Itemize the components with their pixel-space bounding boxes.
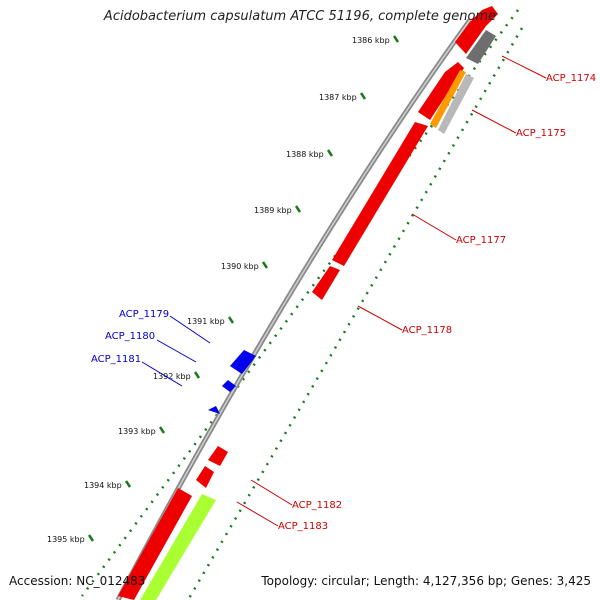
- gene-label-acp1179[interactable]: ACP_1179: [119, 309, 169, 320]
- tick-label: 1391 kbp: [187, 317, 225, 326]
- tick-label: 1386 kbp: [352, 36, 390, 45]
- tick-label: 1388 kbp: [286, 150, 324, 159]
- gene-block-acp1174-area: [418, 62, 464, 120]
- tick-mark: [294, 205, 302, 213]
- gray-feature-top: [466, 30, 496, 64]
- gene-label-acp1175[interactable]: ACP_1175: [516, 128, 566, 139]
- gene-label-acp1183[interactable]: ACP_1183: [278, 521, 328, 532]
- leader-acp1179: [169, 315, 211, 344]
- gene-block-acp1180: [222, 380, 236, 392]
- tick-mark: [124, 480, 132, 488]
- tick-label: 1387 kbp: [319, 93, 357, 102]
- gene-label-acp1182[interactable]: ACP_1182: [292, 500, 342, 511]
- gene-block-bottom: [118, 488, 192, 600]
- topology-label: Topology: circular; Length: 4,127,356 bp…: [261, 574, 591, 588]
- gene-block-top: [455, 6, 498, 54]
- leader-acp1180: [156, 339, 197, 363]
- gene-label-acp1177[interactable]: ACP_1177: [456, 235, 506, 246]
- tick-label: 1395 kbp: [47, 535, 85, 544]
- lime-feature: [140, 494, 216, 600]
- leader-acp1183: [236, 501, 279, 527]
- gene-label-acp1181[interactable]: ACP_1181: [91, 354, 141, 365]
- gene-block-acp1178: [312, 266, 340, 300]
- tick-mark: [359, 92, 367, 100]
- tick-mark: [392, 35, 400, 43]
- leader-acp1174: [501, 55, 547, 79]
- tick-label: 1394 kbp: [84, 481, 122, 490]
- gene-block-acp1181: [208, 406, 220, 414]
- leader-acp1182: [250, 479, 293, 506]
- tick-mark: [87, 534, 95, 542]
- accession-label: Accession: NC_012483: [9, 574, 146, 588]
- tick-label: 1392 kbp: [153, 372, 191, 381]
- tick-mark: [227, 316, 235, 324]
- map-title: Acidobacterium capsulatum ATCC 51196, co…: [103, 9, 497, 24]
- tick-label: 1389 kbp: [254, 206, 292, 215]
- leader-acp1177: [411, 213, 457, 241]
- gene-block-acp1179: [230, 350, 256, 374]
- light-gray-feature: [438, 74, 474, 134]
- gene-label-acp1174[interactable]: ACP_1174: [546, 73, 596, 84]
- tick-labels: 1386 kbp 1387 kbp 1388 kbp 1389 kbp 1390…: [47, 36, 390, 544]
- tick-label: 1390 kbp: [221, 262, 259, 271]
- gene-block-acp1183: [196, 466, 214, 488]
- gene-label-acp1178[interactable]: ACP_1178: [402, 325, 452, 336]
- leader-acp1178: [357, 305, 403, 331]
- tick-marks: [87, 35, 400, 542]
- tick-label: 1393 kbp: [118, 427, 156, 436]
- tick-mark: [326, 149, 334, 157]
- orange-feature: [430, 70, 466, 128]
- gene-block-acp1182: [208, 446, 228, 466]
- tick-mark: [158, 426, 166, 434]
- gene-block-acp1177: [332, 122, 428, 266]
- gene-label-acp1180[interactable]: ACP_1180: [105, 331, 155, 342]
- leader-acp1175: [471, 109, 517, 134]
- leader-acp1181: [141, 361, 183, 387]
- tick-mark: [261, 261, 269, 269]
- inner-tick-ring-right: [186, 27, 524, 600]
- tick-mark: [193, 371, 201, 379]
